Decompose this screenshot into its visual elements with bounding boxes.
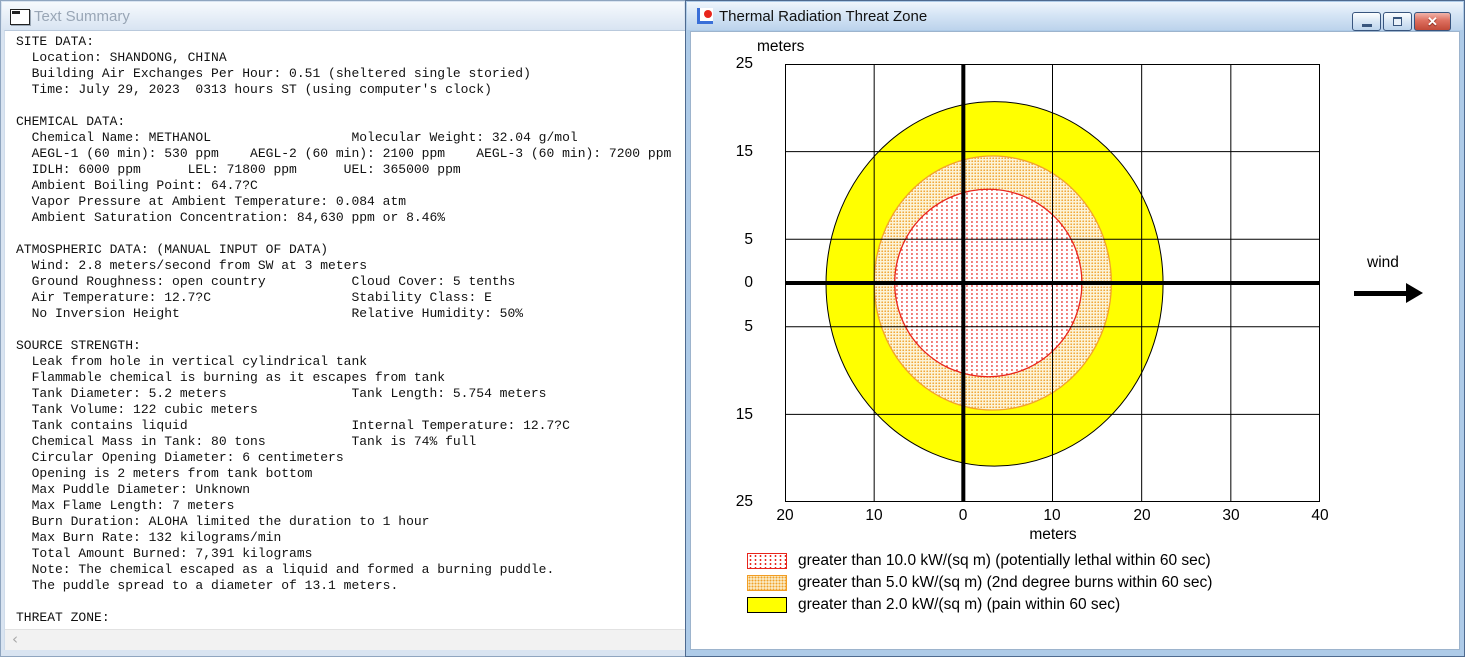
y-tick-label: 25 [735, 493, 753, 510]
y-tick-label: 15 [735, 143, 753, 160]
y-tick-label: 25 [735, 55, 753, 72]
x-tick-label: 20 [1133, 507, 1151, 524]
text-summary-window: Text Summary SITE DATA: Location: SHANDO… [0, 0, 686, 657]
x-tick-label: 10 [865, 507, 883, 524]
close-button[interactable]: ✕ [1414, 12, 1451, 31]
y-tick-label: 15 [735, 406, 753, 423]
legend-swatch-yellow [747, 597, 787, 613]
horizontal-scrollbar[interactable]: ‹ [5, 629, 685, 650]
y-tick-label: 5 [744, 231, 753, 248]
legend-label: greater than 2.0 kW/(sq m) (pain within … [798, 596, 1121, 613]
maximize-icon [1393, 17, 1402, 26]
wind-label: wind [1367, 254, 1399, 271]
x-tick-label: 10 [1043, 507, 1061, 524]
legend-swatch-red-dots [747, 553, 787, 569]
threat-zone-window: Thermal Radiation Threat Zone ✕ meters 2… [685, 0, 1465, 657]
x-axis-unit-label: meters [1029, 526, 1077, 543]
maximize-button[interactable] [1383, 12, 1412, 31]
text-summary-title: Text Summary [34, 8, 130, 25]
x-tick-label: 40 [1311, 507, 1329, 524]
x-tick-label: 20 [776, 507, 794, 524]
x-tick-label: 30 [1222, 507, 1240, 524]
y-axis-unit-label: meters [757, 38, 805, 55]
minimize-button[interactable] [1352, 12, 1381, 31]
legend-swatch-orange-dots [747, 575, 787, 591]
minimize-icon [1362, 24, 1372, 27]
plot-border [785, 64, 1320, 502]
y-tick-label: 0 [744, 274, 753, 291]
threat-zone-plot-icon [697, 8, 713, 24]
legend-label: greater than 5.0 kW/(sq m) (2nd degree b… [798, 574, 1213, 591]
threat-zone-plot [785, 64, 1320, 502]
x-tick-label: 0 [958, 507, 968, 524]
threat-zone-content: meters 25 15 5 0 5 15 25 [690, 31, 1460, 650]
text-document-icon [10, 9, 30, 25]
y-tick-label: 5 [744, 318, 753, 335]
legend-label: greater than 10.0 kW/(sq m) (potentially… [798, 552, 1211, 569]
close-icon: ✕ [1427, 14, 1438, 29]
text-summary-content: SITE DATA: Location: SHANDONG, CHINA Bui… [4, 30, 685, 650]
summary-text: SITE DATA: Location: SHANDONG, CHINA Bui… [16, 34, 672, 625]
scroll-left-button[interactable]: ‹ [5, 630, 25, 650]
threat-zone-titlebar[interactable]: Thermal Radiation Threat Zone [687, 2, 1463, 30]
threat-zone-title: Thermal Radiation Threat Zone [719, 8, 928, 25]
window-controls: ✕ [1352, 12, 1451, 31]
chevron-left-icon: ‹ [12, 630, 18, 648]
wind-arrow-icon [1354, 283, 1424, 304]
text-summary-titlebar[interactable]: Text Summary [2, 2, 684, 30]
